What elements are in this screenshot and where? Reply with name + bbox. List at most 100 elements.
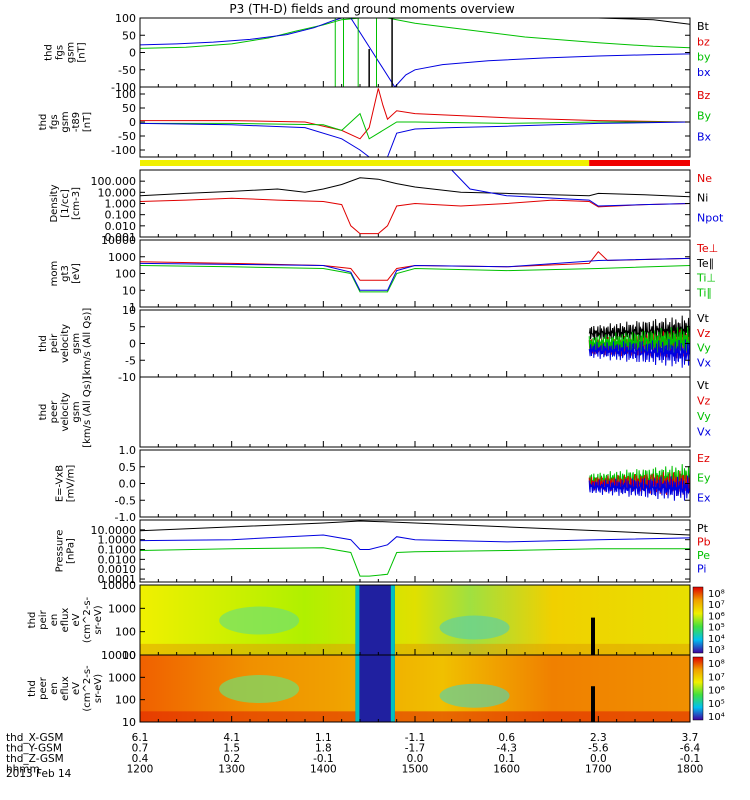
y-tick-label: -50 bbox=[118, 64, 136, 77]
y-axis-label: Pressure bbox=[55, 530, 66, 573]
legend-entry: Te∥ bbox=[696, 257, 714, 270]
xaxis-value: 1500 bbox=[402, 764, 429, 776]
series-group bbox=[140, 88, 690, 157]
legend-entry: Pi bbox=[697, 563, 706, 576]
series-line-Bz bbox=[140, 88, 690, 140]
y-tick-label: 5 bbox=[129, 321, 136, 334]
legend-entry: Ey bbox=[697, 472, 711, 485]
series-line-Ni bbox=[140, 177, 690, 198]
y-axis-label: [mV/m] bbox=[66, 465, 77, 503]
legend-entry: Ti∥ bbox=[696, 286, 712, 299]
y-tick-label: 0.5 bbox=[119, 461, 137, 474]
y-tick-label: 100 bbox=[115, 626, 136, 639]
y-axis-label: (cm^2-s- bbox=[82, 665, 93, 712]
colorbar-tick-label: 10⁵ bbox=[708, 623, 725, 634]
xaxis-value: -1.7 bbox=[405, 743, 426, 755]
xaxis-value: -4.3 bbox=[496, 743, 517, 755]
y-axis-label: eV bbox=[71, 613, 82, 626]
y-tick-label: 10.000 bbox=[98, 186, 137, 199]
xaxis-value: 1.8 bbox=[315, 743, 332, 755]
series-line-Npot bbox=[140, 170, 690, 207]
y-tick-label: 0.0001 bbox=[98, 573, 137, 586]
y-axis-label: -t89 bbox=[71, 112, 82, 132]
y-axis-label: [eV] bbox=[71, 263, 82, 284]
y-axis-label: sr-eV) bbox=[93, 605, 104, 634]
colorbar-tick-label: 10⁶ bbox=[708, 611, 725, 622]
spectrogram-data-gap bbox=[591, 617, 595, 655]
y-tick-label: 0.0010 bbox=[98, 563, 137, 576]
xaxis-value: 0.4 bbox=[132, 753, 149, 765]
y-tick-label: 1000 bbox=[108, 251, 136, 264]
xaxis-value: 2.3 bbox=[590, 732, 607, 744]
legend-entry: bz bbox=[697, 35, 710, 48]
y-tick-label: 0.001 bbox=[105, 231, 137, 244]
y-tick-label: 0.010 bbox=[105, 220, 137, 233]
colorbar bbox=[692, 656, 704, 721]
xaxis-value: 0.2 bbox=[223, 753, 240, 765]
y-tick-label: 10000 bbox=[101, 579, 136, 592]
xaxis-value: 1800 bbox=[677, 764, 704, 776]
y-axis-label: thd bbox=[27, 680, 38, 697]
y-tick-label: -10 bbox=[118, 371, 136, 384]
legend-entry: Ni bbox=[697, 192, 708, 205]
xaxis-value: 1400 bbox=[310, 764, 337, 776]
y-tick-label: 0.1000 bbox=[98, 544, 137, 557]
colorbar-tick-label: 10⁷ bbox=[708, 600, 725, 611]
series-line-Ti∥ bbox=[140, 265, 690, 293]
legend-entry: Ne bbox=[697, 172, 712, 185]
xaxis-row-label: thd_X-GSM bbox=[6, 732, 63, 744]
y-axis-label: thd bbox=[38, 335, 49, 352]
y-tick-label: 10 bbox=[122, 284, 136, 297]
y-tick-label: 0.100 bbox=[105, 209, 137, 222]
xaxis-value: 4.1 bbox=[223, 732, 240, 744]
y-tick-label: 10000 bbox=[101, 649, 136, 662]
xaxis-value: 1300 bbox=[218, 764, 245, 776]
y-axis-label: [cm-3] bbox=[71, 187, 82, 220]
xaxis-value: 6.1 bbox=[132, 732, 149, 744]
xaxis-value: 1700 bbox=[585, 764, 612, 776]
legend-entry: By bbox=[697, 110, 712, 123]
xaxis-row-label: hhmm bbox=[6, 764, 40, 776]
spectrogram-data-gap bbox=[591, 686, 595, 722]
y-tick-label: 10 bbox=[122, 649, 136, 662]
colorbar-tick-label: 10⁷ bbox=[708, 672, 725, 683]
xaxis-value: 0.1 bbox=[498, 753, 515, 765]
colorbar-tick-label: 10⁸ bbox=[708, 659, 725, 670]
spectrogram-gap-edge bbox=[355, 585, 360, 655]
y-tick-label: 50 bbox=[122, 102, 136, 115]
y-axis-label: peer bbox=[49, 400, 60, 424]
y-axis-label: sr-eV) bbox=[93, 674, 104, 703]
y-axis-label: [km/s (All Qs)] bbox=[82, 308, 93, 380]
figure-title: P3 (TH-D) fields and ground moments over… bbox=[229, 2, 514, 16]
xaxis-value: 1.5 bbox=[223, 743, 240, 755]
legend-entry: Npot bbox=[697, 211, 724, 224]
y-axis-label: fgs bbox=[55, 45, 66, 60]
y-axis-label: thd bbox=[27, 612, 38, 629]
legend-entry: bx bbox=[697, 66, 711, 79]
legend-entry: Vz bbox=[697, 327, 711, 340]
xaxis-value: 1600 bbox=[493, 764, 520, 776]
y-tick-label: 0 bbox=[129, 338, 136, 351]
series-line-bx bbox=[140, 18, 690, 87]
spectrogram-gap bbox=[355, 585, 395, 655]
xaxis-value: -6.4 bbox=[680, 743, 701, 755]
mode-bar-slow-survey bbox=[589, 160, 690, 166]
colorbar-tick-label: 10⁴ bbox=[708, 634, 725, 645]
series-line-Ti⊥ bbox=[140, 257, 690, 291]
y-axis-label: [km/s (All Qs)] bbox=[82, 376, 93, 448]
spectrogram-feature bbox=[219, 606, 300, 635]
panel-8: 10.00001.00000.10000.01000.00100.0001PtP… bbox=[55, 519, 711, 586]
legend-entry: Te⊥ bbox=[696, 242, 718, 255]
panel-6: Vt Vz Vy Vx thd peer velocity gsm [km/s (All Qs)… bbox=[38, 376, 712, 448]
spectrogram-feature bbox=[439, 615, 510, 640]
y-tick-label: 1000 bbox=[108, 671, 136, 684]
y-tick-label: 0.0100 bbox=[98, 553, 137, 566]
legend-entry: Vz bbox=[697, 395, 711, 408]
y-tick-label: -0.5 bbox=[115, 494, 136, 507]
xaxis-value: 0.7 bbox=[132, 743, 149, 755]
